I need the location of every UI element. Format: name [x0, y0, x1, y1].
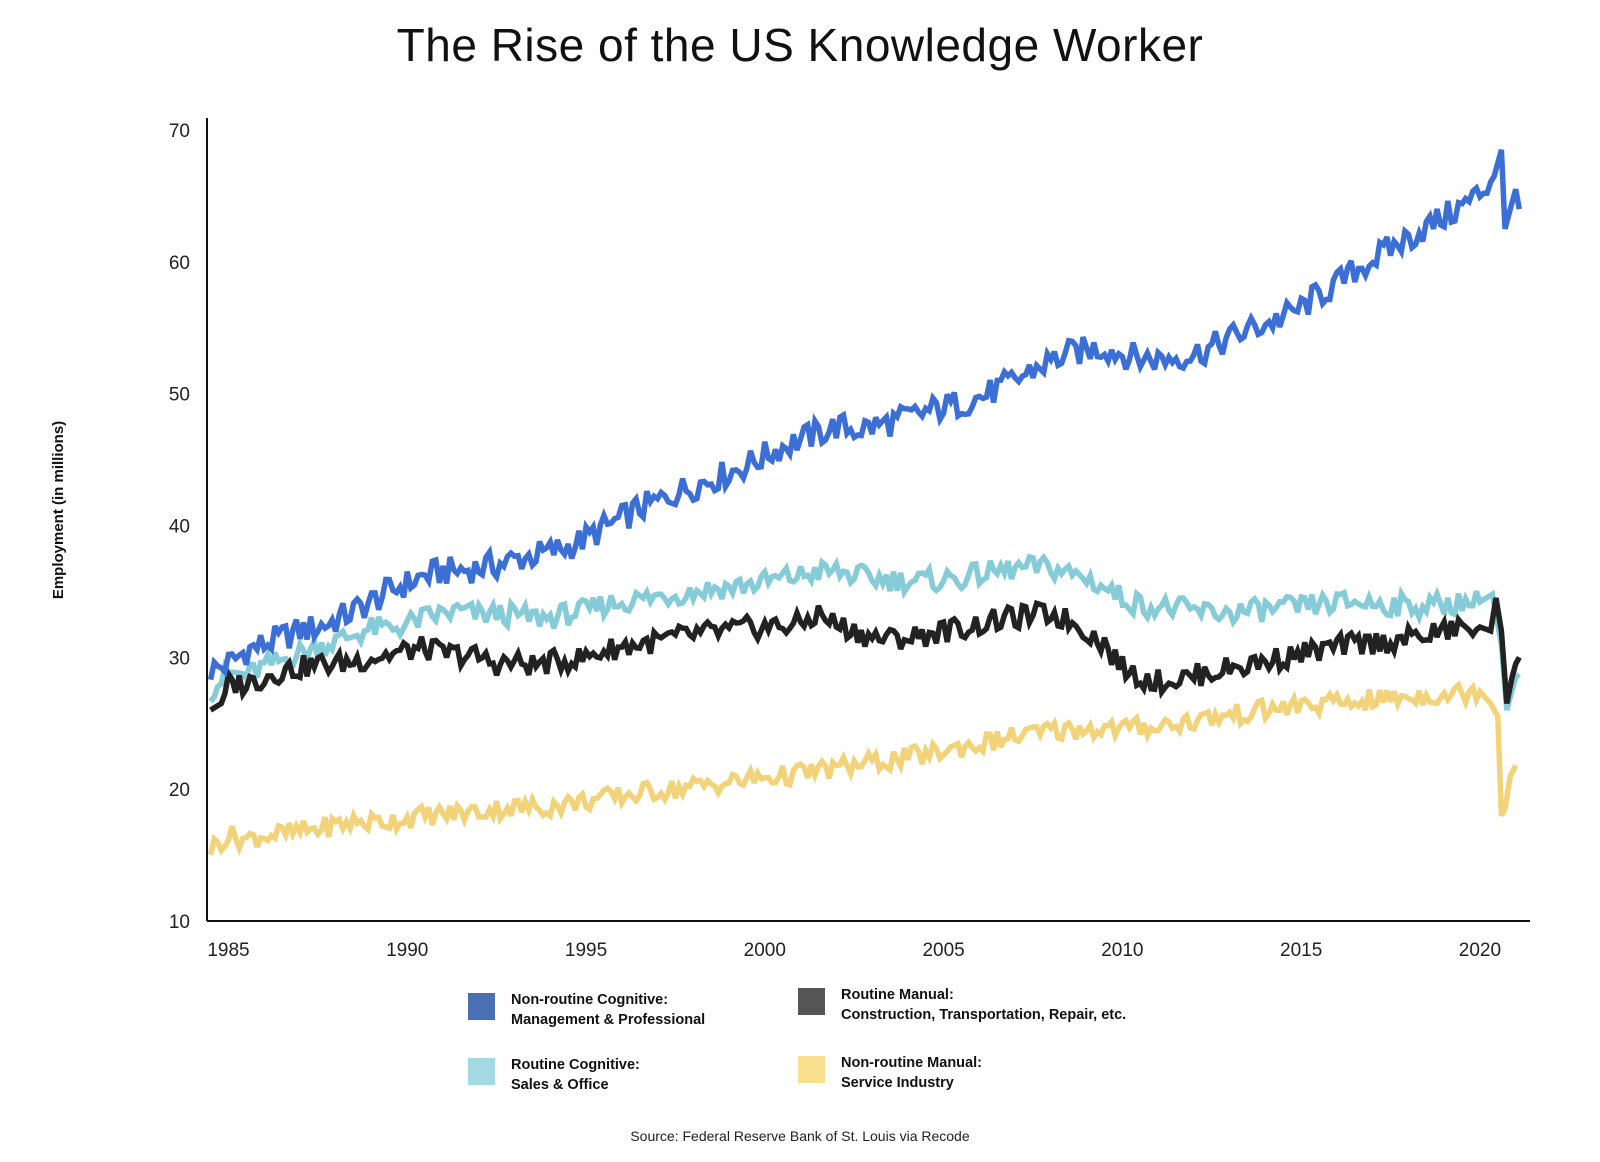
y-tick-label: 70: [169, 121, 190, 142]
legend-line1: Non-routine Manual:: [841, 1055, 982, 1071]
legend-line2: Sales & Office: [511, 1077, 609, 1093]
legend-line1: Non-routine Cognitive:: [511, 992, 669, 1008]
legend-swatch-nonroutine-manual: [798, 1056, 825, 1083]
legend-line1: Routine Manual:: [841, 987, 954, 1003]
x-tick-label: 1990: [386, 940, 428, 961]
legend-label-routine-manual: Routine Manual: Construction, Transporta…: [841, 985, 1126, 1025]
legend-label-nonroutine-manual: Non-routine Manual: Service Industry: [841, 1053, 982, 1093]
legend-label-nonroutine-cognitive: Non-routine Cognitive: Management & Prof…: [511, 990, 705, 1030]
legend-item-routine-manual: Routine Manual: Construction, Transporta…: [798, 985, 1126, 1025]
legend-line2: Service Industry: [841, 1075, 954, 1091]
ticks-layer: 10 20 30 40 50 60 70 1985 1990 1995 2000 2005 2010 20…: [169, 121, 1501, 961]
x-tick-label: 2000: [744, 940, 786, 961]
x-tick-label: 1995: [565, 940, 607, 961]
series-line-3: [207, 680, 1519, 857]
x-tick-label: 2020: [1459, 940, 1501, 961]
legend-item-nonroutine-manual: Non-routine Manual: Service Industry: [798, 1053, 982, 1093]
legend-line1: Routine Cognitive:: [511, 1057, 640, 1073]
x-tick-label: 2010: [1101, 940, 1143, 961]
x-tick-label: 2005: [922, 940, 964, 961]
series-layer: [207, 149, 1523, 857]
legend-swatch-routine-manual: [798, 988, 825, 1015]
x-tick-label: 1985: [207, 940, 249, 961]
y-tick-label: 10: [169, 912, 190, 933]
legend-swatch-nonroutine-cognitive: [468, 993, 495, 1020]
y-tick-label: 20: [169, 780, 190, 801]
source-note: Source: Federal Reserve Bank of St. Loui…: [630, 1128, 970, 1144]
legend-line2: Construction, Transportation, Repair, et…: [841, 1007, 1127, 1023]
chart-title: The Rise of the US Knowledge Worker: [396, 19, 1204, 71]
series-line-1: [208, 552, 1521, 711]
legend-item-routine-cognitive: Routine Cognitive: Sales & Office: [468, 1055, 640, 1095]
legend-swatch-routine-cognitive: [468, 1058, 495, 1085]
y-tick-label: 50: [169, 385, 190, 406]
y-tick-label: 60: [169, 253, 190, 274]
x-tick-label: 2015: [1280, 940, 1322, 961]
series-line-0: [207, 149, 1523, 681]
y-axis-label-group: Employment (in millions): [50, 421, 67, 599]
legend-line2: Management & Professional: [511, 1012, 706, 1028]
axes-layer: [206, 118, 1530, 922]
y-axis-label: Employment (in millions): [50, 421, 67, 599]
legend-label-routine-cognitive: Routine Cognitive: Sales & Office: [511, 1055, 640, 1095]
y-tick-label: 30: [169, 648, 190, 669]
y-tick-label: 40: [169, 517, 190, 538]
series-line-2: [209, 597, 1522, 713]
legend-item-nonroutine-cognitive: Non-routine Cognitive: Management & Prof…: [468, 990, 705, 1030]
